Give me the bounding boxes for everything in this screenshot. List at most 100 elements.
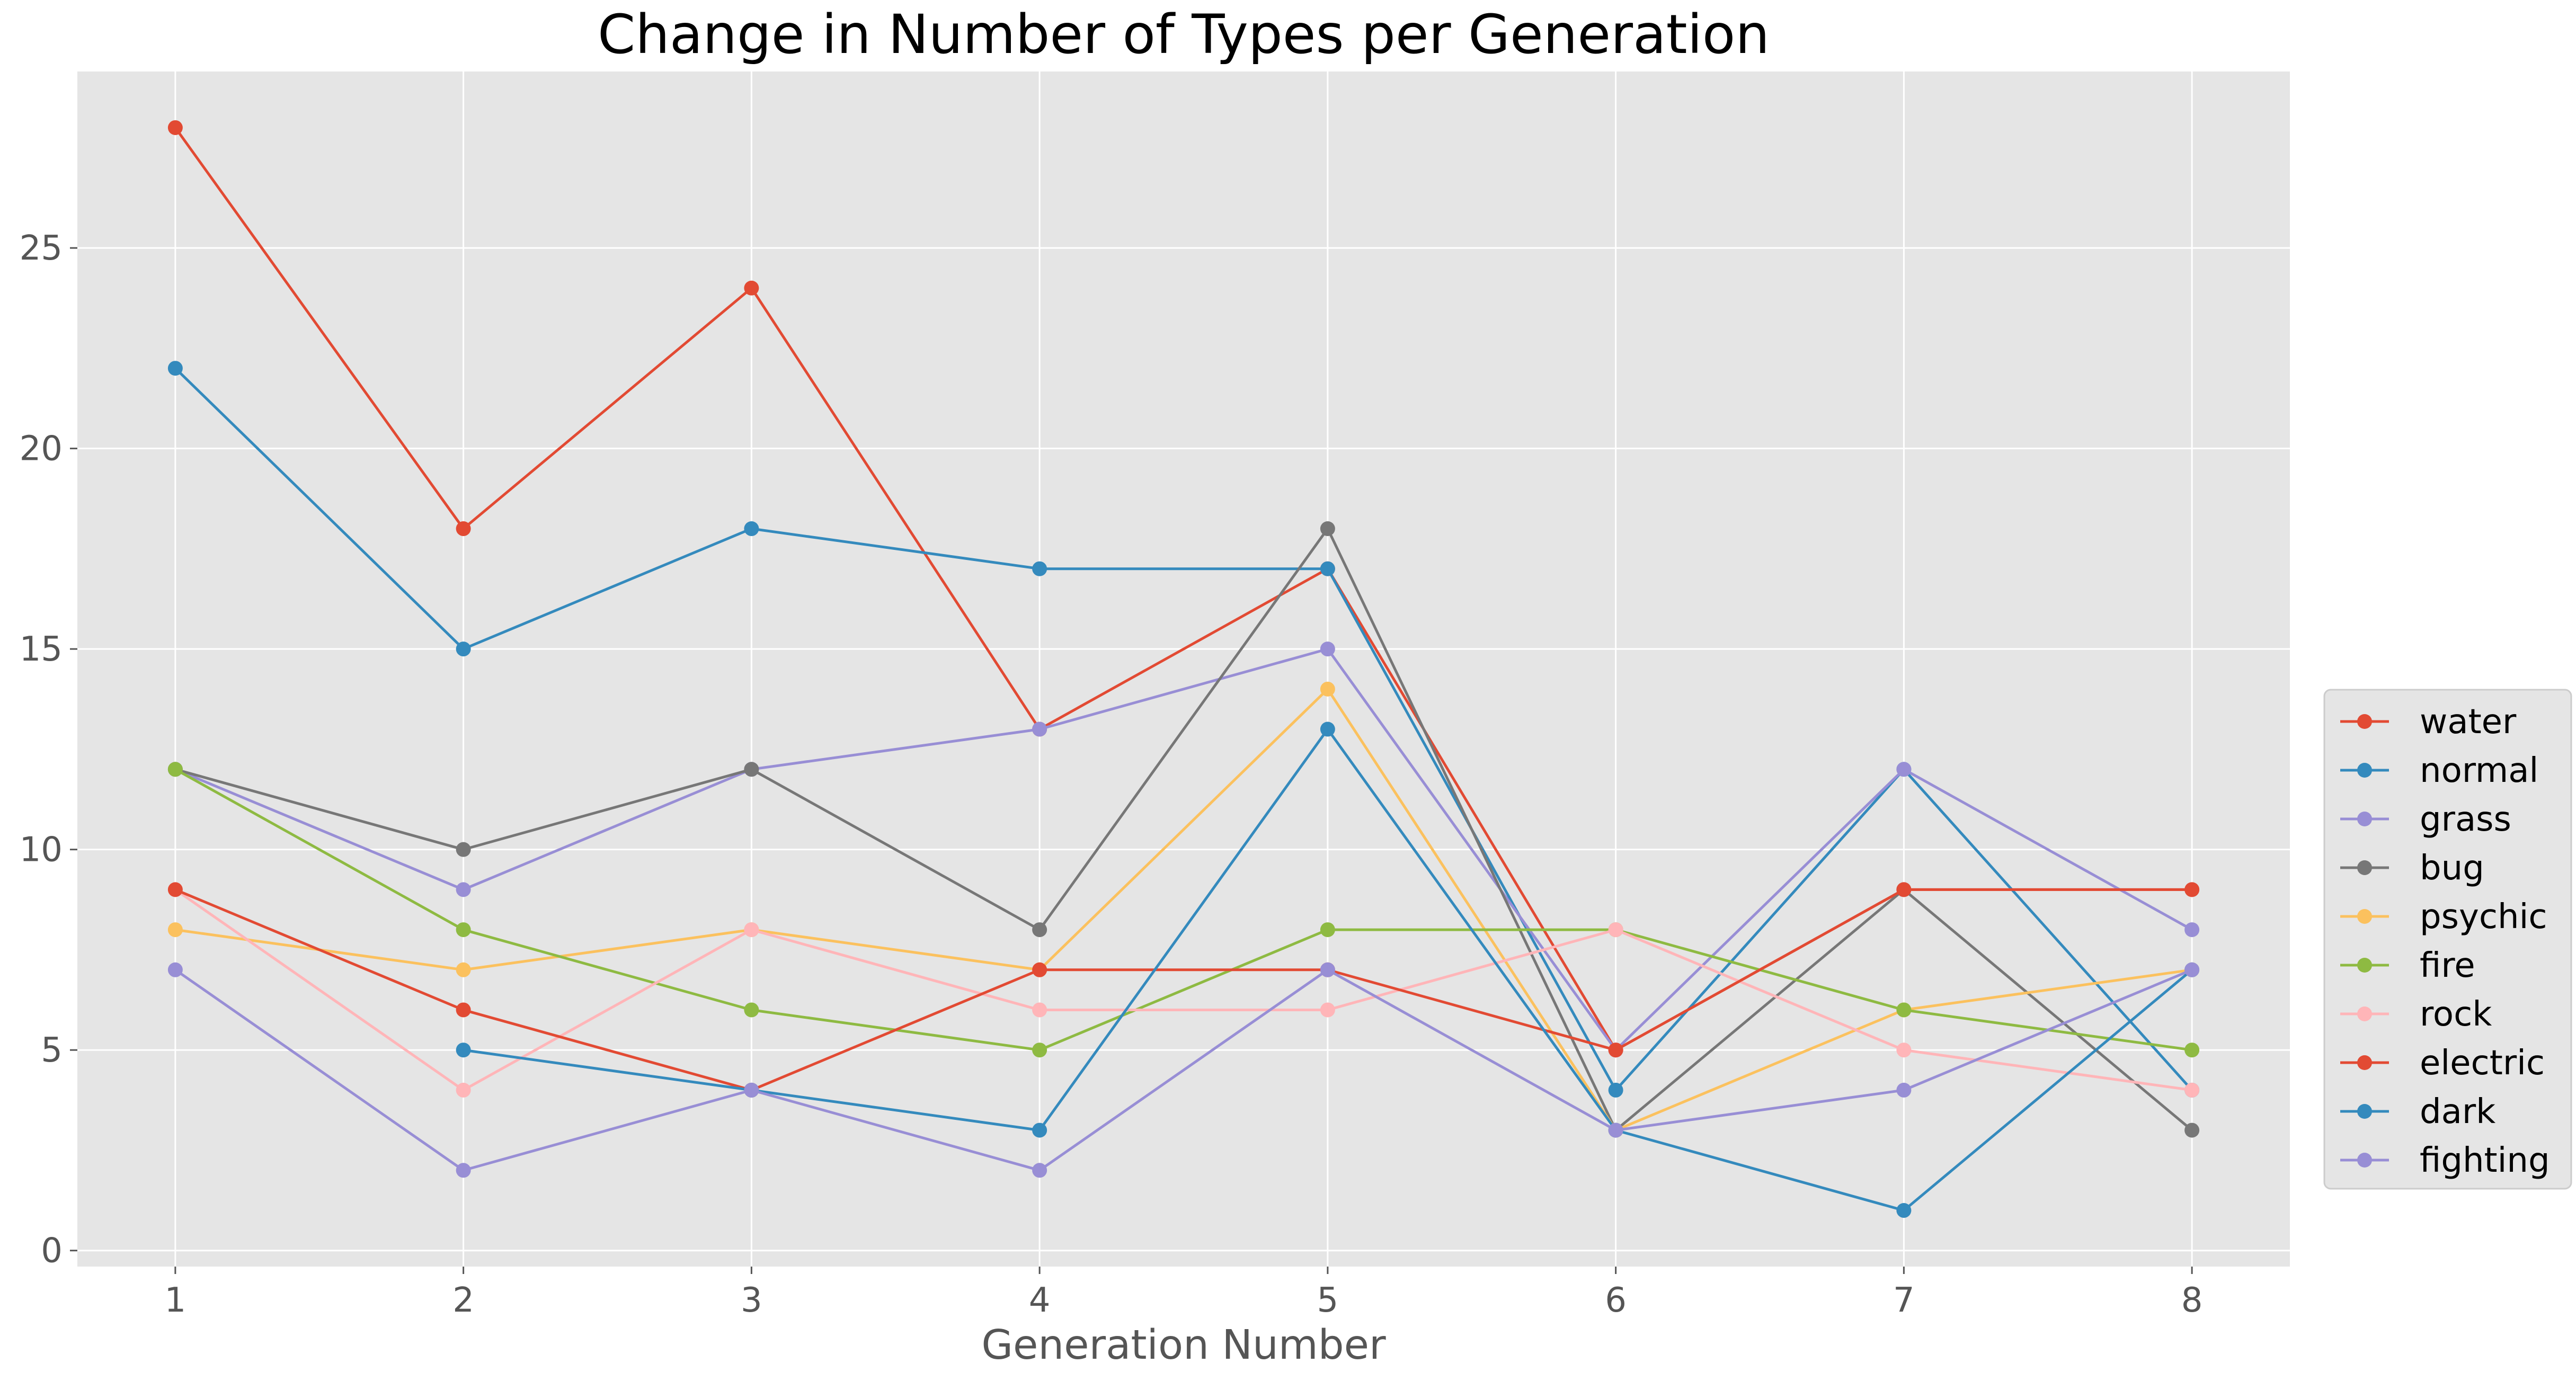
data-point <box>1896 1082 1912 1098</box>
legend-label: dark <box>2420 1092 2495 1131</box>
legend-label: normal <box>2420 751 2538 790</box>
series-line <box>174 968 2193 1172</box>
data-point <box>2184 1122 2200 1138</box>
x-tick-label: 1 <box>165 1281 186 1320</box>
y-tick-label: 5 <box>41 1031 63 1070</box>
data-point <box>1320 521 1335 537</box>
data-point <box>2184 922 2200 938</box>
data-point <box>744 922 759 938</box>
data-point <box>1608 1043 1623 1058</box>
data-point <box>1032 962 1047 977</box>
legend-swatch-marker <box>2357 860 2372 875</box>
grid-lines <box>77 72 2290 1267</box>
series-fire <box>167 762 2200 1058</box>
data-point <box>167 361 183 376</box>
legend-item-water: water <box>2340 702 2517 742</box>
data-point <box>1896 1203 1912 1218</box>
legend-label: fire <box>2420 946 2475 985</box>
data-point <box>167 882 183 897</box>
data-point <box>1032 721 1047 737</box>
legend-swatch-marker <box>2357 763 2372 778</box>
legend-swatch-marker <box>2357 812 2372 826</box>
series-lines <box>167 120 2200 1218</box>
series-fighting <box>167 962 2200 1178</box>
data-point <box>1032 1002 1047 1018</box>
legend-swatch-marker <box>2357 909 2372 924</box>
data-point <box>2184 1082 2200 1098</box>
legend-item-bug: bug <box>2340 849 2484 888</box>
data-point <box>1320 721 1335 737</box>
series-line <box>174 888 2192 1092</box>
series-line <box>175 527 2193 1132</box>
legend-item-fire: fire <box>2340 946 2475 985</box>
data-point <box>1896 882 1912 897</box>
legend-swatch-marker <box>2357 1153 2372 1168</box>
x-axis-label: Generation Number <box>981 1322 1386 1369</box>
legend-swatch-marker <box>2357 1055 2372 1070</box>
data-point <box>456 642 471 657</box>
legend-swatch-marker <box>2357 1104 2372 1119</box>
x-tick-label: 6 <box>1605 1281 1627 1320</box>
legend-label: bug <box>2420 849 2484 888</box>
data-point <box>167 962 183 977</box>
data-point <box>1032 922 1047 938</box>
data-point <box>456 962 471 977</box>
data-point <box>456 842 471 857</box>
data-point <box>1896 762 1912 777</box>
data-point <box>1896 1002 1912 1018</box>
x-tick-label: 4 <box>1029 1281 1051 1320</box>
legend-swatch-marker <box>2357 958 2372 973</box>
series-line <box>174 367 2193 1092</box>
data-point <box>1320 1002 1335 1018</box>
data-point <box>167 922 183 938</box>
data-point <box>456 1002 471 1018</box>
data-point <box>744 1002 759 1018</box>
data-point <box>456 1163 471 1178</box>
data-point <box>1032 1043 1047 1058</box>
data-point <box>2184 962 2200 977</box>
data-point <box>456 521 471 537</box>
y-tick-label: 15 <box>20 630 63 669</box>
data-point <box>744 762 759 777</box>
series-line <box>174 647 2193 1052</box>
data-point <box>1608 1082 1623 1098</box>
data-point <box>456 1082 471 1098</box>
x-tick-label: 3 <box>741 1281 762 1320</box>
series-line <box>174 888 2192 1092</box>
legend-item-electric: electric <box>2340 1044 2545 1083</box>
data-point <box>2184 1043 2200 1058</box>
data-point <box>167 762 183 777</box>
data-point <box>1320 681 1335 697</box>
data-point <box>1608 1122 1623 1138</box>
x-tick-label: 8 <box>2181 1281 2203 1320</box>
data-point <box>1320 642 1335 657</box>
data-point <box>1896 1043 1912 1058</box>
legend-label: grass <box>2420 800 2511 839</box>
data-point <box>744 1082 759 1098</box>
legend-label: fighting <box>2420 1141 2550 1180</box>
axis-ticks: 1 2 3 4 5 6 7 8 0 5 10 15 20 25 <box>20 229 2203 1320</box>
legend-item-psychic: psychic <box>2340 897 2547 937</box>
legend-item-fighting: fighting <box>2340 1141 2550 1180</box>
data-point <box>1320 561 1335 576</box>
legend-label: water <box>2420 702 2517 742</box>
x-tick-label: 2 <box>452 1281 474 1320</box>
data-point <box>1320 962 1335 977</box>
legend-label: rock <box>2420 995 2492 1034</box>
data-point <box>2184 882 2200 897</box>
series-rock <box>167 882 2200 1098</box>
y-tick-label: 20 <box>20 430 63 469</box>
data-point <box>744 521 759 537</box>
chart-title: Change in Number of Types per Generation <box>598 3 1770 66</box>
data-point <box>1032 1163 1047 1178</box>
plot-background <box>77 72 2290 1267</box>
data-point <box>1032 1122 1047 1138</box>
legend-swatch-marker <box>2357 714 2372 729</box>
data-point <box>1608 922 1623 938</box>
x-tick-label: 7 <box>1893 1281 1915 1320</box>
legend-swatch-marker <box>2357 1006 2372 1021</box>
x-tick-label: 5 <box>1317 1281 1339 1320</box>
y-tick-label: 10 <box>20 831 63 870</box>
